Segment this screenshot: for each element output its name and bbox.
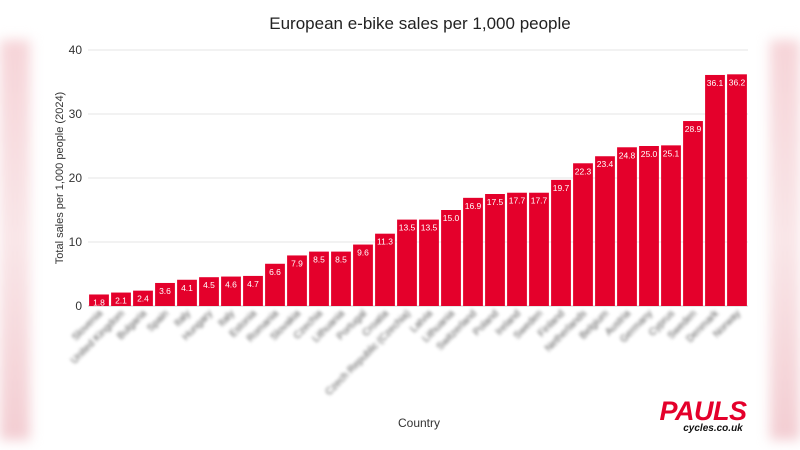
bar-value-label: 2.1 xyxy=(115,296,127,306)
bar xyxy=(639,146,659,306)
bar xyxy=(243,275,263,306)
bar-value-label: 25.0 xyxy=(641,149,658,159)
bar-value-label: 6.6 xyxy=(269,267,281,277)
bar xyxy=(617,147,637,306)
bar xyxy=(265,263,285,306)
bar xyxy=(463,197,483,306)
logo-text: PAULS xyxy=(659,396,747,426)
bar xyxy=(507,192,527,306)
bar-value-label: 11.3 xyxy=(377,237,393,247)
bar xyxy=(419,219,439,306)
chart-title: European e-bike sales per 1,000 people xyxy=(269,14,571,33)
y-tick-label: 20 xyxy=(69,171,83,185)
bar xyxy=(441,210,461,306)
bar-value-label: 17.7 xyxy=(509,196,526,206)
bar-value-labels: 1.8 2.1 2.4 3.6 4.1 4.5 4.6 4.7 6.6 7.9 8.5 8.5 9.6 1… xyxy=(93,77,745,307)
bar xyxy=(683,121,703,306)
bar-value-label: 36.1 xyxy=(707,78,724,88)
bar-value-label: 13.5 xyxy=(421,223,438,233)
bar xyxy=(485,194,505,306)
bar xyxy=(309,251,329,306)
bar-value-label: 13.5 xyxy=(399,223,416,233)
bar xyxy=(353,244,373,306)
logo-url: cycles.co.uk xyxy=(683,423,743,434)
bar-value-label: 2.4 xyxy=(137,294,149,304)
bar-value-label: 17.5 xyxy=(487,197,504,207)
bar-value-label: 3.6 xyxy=(159,286,171,296)
bar xyxy=(661,145,681,306)
bar-value-label: 1.8 xyxy=(93,297,105,307)
bar xyxy=(529,192,549,306)
y-tick-label: 40 xyxy=(69,43,83,57)
bar xyxy=(727,74,747,306)
bar xyxy=(155,282,175,306)
y-tick-label: 0 xyxy=(75,299,82,313)
y-tick-label: 10 xyxy=(69,235,83,249)
bar-value-label: 15.0 xyxy=(443,213,460,223)
bar xyxy=(199,277,219,306)
bar-value-label: 8.5 xyxy=(335,255,347,265)
bar xyxy=(177,279,197,306)
bar-value-label: 23.4 xyxy=(597,159,614,169)
bar xyxy=(375,233,395,306)
bar-value-label: 4.6 xyxy=(225,280,237,290)
bar-value-label: 36.2 xyxy=(729,77,746,87)
bar-value-label: 16.9 xyxy=(465,201,482,211)
bar xyxy=(287,255,307,306)
gridlines xyxy=(88,49,748,307)
bar-value-label: 17.7 xyxy=(531,196,548,206)
brand-logo: PAULS cycles.co.uk xyxy=(658,396,748,435)
category-label: Spain xyxy=(145,308,171,334)
bar xyxy=(551,179,571,306)
bar-value-label: 22.3 xyxy=(575,166,592,176)
right-edge-blur xyxy=(770,40,800,440)
bar xyxy=(133,290,153,306)
bar-value-label: 8.5 xyxy=(313,255,325,265)
bar-value-label: 28.9 xyxy=(685,124,702,134)
bar xyxy=(221,276,241,306)
left-edge-blur xyxy=(0,40,30,440)
bar-value-label: 24.8 xyxy=(619,150,636,160)
bar xyxy=(397,219,417,306)
bar-value-label: 9.6 xyxy=(357,248,369,258)
y-tick-labels: 0 10 20 30 40 xyxy=(69,43,83,313)
bar-value-label: 19.7 xyxy=(553,183,570,193)
x-axis-label: Country xyxy=(397,416,441,430)
bars xyxy=(89,74,747,307)
bar xyxy=(89,294,109,306)
bar-value-label: 4.5 xyxy=(203,280,215,290)
bar xyxy=(573,163,593,306)
bar xyxy=(331,251,351,306)
bar xyxy=(705,74,725,307)
y-tick-label: 30 xyxy=(69,107,83,121)
bar-value-label: 4.1 xyxy=(181,283,193,293)
bar-value-label: 25.1 xyxy=(663,148,680,158)
bar-value-label: 7.9 xyxy=(291,258,303,268)
bar xyxy=(595,156,615,306)
bar xyxy=(111,292,131,306)
bar-value-label: 4.7 xyxy=(247,279,259,289)
